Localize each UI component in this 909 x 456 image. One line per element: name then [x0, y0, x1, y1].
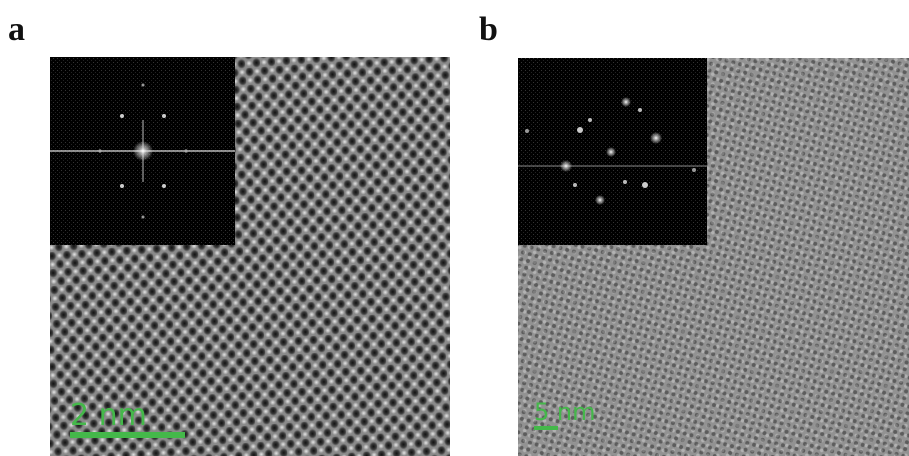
scale-bar: [534, 426, 558, 430]
panel-label: a: [8, 11, 25, 48]
figure: a 2 nm b 5 nm: [0, 0, 909, 456]
scale-bar: [70, 432, 185, 438]
panel-label: b: [479, 11, 498, 48]
scale-bar-label: 2 nm: [70, 398, 147, 433]
scale-bar-label: 5 nm: [534, 398, 596, 426]
